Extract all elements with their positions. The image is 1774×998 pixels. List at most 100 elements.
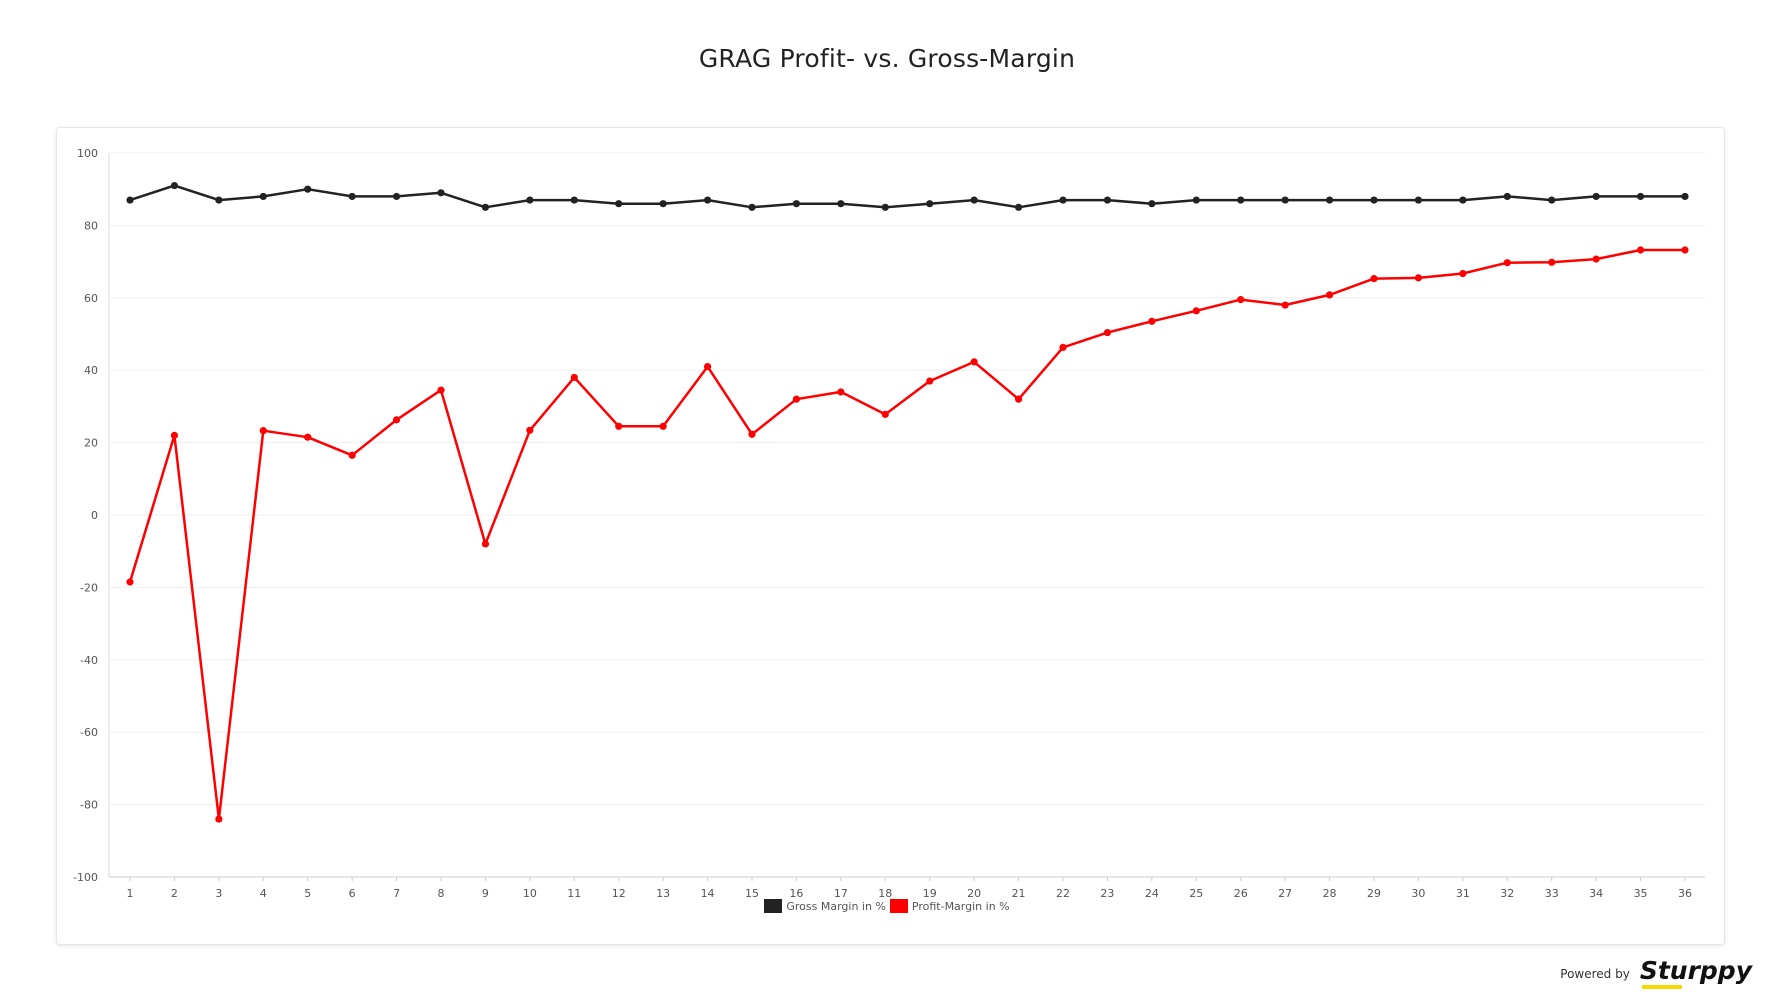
x-tick-label: 35	[1634, 887, 1648, 900]
series-line-profit-margin-in	[128, 248, 1685, 821]
data-point-profit-margin-in[interactable]	[1414, 274, 1423, 282]
data-point-gross-margin-in[interactable]	[481, 203, 490, 211]
data-point-gross-margin-in[interactable]	[615, 200, 623, 208]
x-tick-label: 25	[1189, 887, 1203, 900]
data-point-profit-margin-in[interactable]	[1192, 307, 1200, 315]
x-tick-label: 16	[789, 887, 803, 900]
data-point-gross-margin-in[interactable]	[437, 189, 445, 197]
data-point-profit-margin-in[interactable]	[215, 815, 223, 823]
data-point-profit-margin-in[interactable]	[1548, 258, 1556, 266]
data-point-gross-margin-in[interactable]	[1636, 192, 1645, 201]
data-point-gross-margin-in[interactable]	[970, 196, 978, 204]
data-point-profit-margin-in[interactable]	[1014, 395, 1023, 403]
data-point-gross-margin-in[interactable]	[1281, 196, 1289, 204]
x-tick-label: 5	[304, 887, 311, 900]
data-point-gross-margin-in[interactable]	[1681, 192, 1689, 201]
data-point-profit-margin-in[interactable]	[1148, 317, 1156, 325]
data-point-profit-margin-in[interactable]	[881, 410, 889, 418]
data-point-gross-margin-in[interactable]	[1548, 196, 1556, 204]
data-point-profit-margin-in[interactable]	[259, 427, 267, 435]
data-point-gross-margin-in[interactable]	[1459, 196, 1467, 204]
powered-by-text: Powered by	[1560, 966, 1630, 981]
data-point-gross-margin-in[interactable]	[659, 200, 667, 208]
legend-swatch-gross-margin	[764, 899, 783, 913]
data-point-profit-margin-in[interactable]	[970, 358, 978, 366]
data-point-gross-margin-in[interactable]	[392, 192, 401, 201]
data-point-profit-margin-in[interactable]	[1636, 246, 1645, 254]
data-point-gross-margin-in[interactable]	[570, 196, 578, 204]
data-point-profit-margin-in[interactable]	[437, 386, 445, 394]
data-point-gross-margin-in[interactable]	[703, 196, 712, 204]
data-point-gross-margin-in[interactable]	[748, 203, 756, 211]
data-point-gross-margin-in[interactable]	[526, 196, 534, 204]
data-point-gross-margin-in[interactable]	[1592, 192, 1600, 201]
data-point-profit-margin-in[interactable]	[1325, 291, 1334, 299]
data-point-gross-margin-in[interactable]	[1103, 196, 1112, 204]
data-point-profit-margin-in[interactable]	[392, 416, 401, 424]
data-point-profit-margin-in[interactable]	[526, 426, 534, 434]
data-point-profit-margin-in[interactable]	[926, 377, 934, 385]
data-point-profit-margin-in[interactable]	[348, 451, 356, 459]
data-point-profit-margin-in[interactable]	[1370, 275, 1378, 283]
data-point-gross-margin-in[interactable]	[1370, 196, 1378, 204]
data-point-profit-margin-in[interactable]	[1103, 328, 1112, 337]
data-point-gross-margin-in[interactable]	[215, 196, 223, 204]
data-point-profit-margin-in[interactable]	[1459, 269, 1467, 278]
data-point-profit-margin-in[interactable]	[1237, 296, 1245, 304]
data-point-profit-margin-in[interactable]	[1281, 301, 1289, 309]
legend: Gross Margin in % Profit-Margin in %	[0, 899, 1774, 913]
data-point-gross-margin-in[interactable]	[1503, 192, 1511, 201]
data-point-gross-margin-in[interactable]	[1192, 196, 1200, 204]
x-tick-label: 12	[612, 887, 626, 900]
data-point-gross-margin-in[interactable]	[126, 196, 134, 204]
legend-item-profit-margin[interactable]: Profit-Margin in %	[889, 899, 1010, 913]
data-point-gross-margin-in[interactable]	[1059, 196, 1067, 204]
data-point-profit-margin-in[interactable]	[1503, 259, 1511, 267]
data-point-gross-margin-in[interactable]	[348, 192, 356, 201]
data-point-gross-margin-in[interactable]	[304, 185, 312, 193]
x-tick-label: 11	[567, 887, 581, 900]
data-point-gross-margin-in[interactable]	[1325, 196, 1334, 204]
data-point-profit-margin-in[interactable]	[126, 578, 134, 586]
x-tick-label: 36	[1678, 887, 1692, 900]
data-point-gross-margin-in[interactable]	[259, 192, 267, 201]
data-point-gross-margin-in[interactable]	[170, 181, 179, 190]
x-tick-label: 22	[1056, 887, 1070, 900]
data-point-gross-margin-in[interactable]	[1237, 196, 1245, 204]
data-point-gross-margin-in[interactable]	[837, 200, 845, 208]
data-point-profit-margin-in[interactable]	[837, 388, 845, 396]
data-point-profit-margin-in[interactable]	[792, 395, 801, 403]
data-point-profit-margin-in[interactable]	[481, 540, 490, 548]
data-point-profit-margin-in[interactable]	[748, 430, 756, 438]
data-point-gross-margin-in[interactable]	[792, 200, 801, 208]
data-point-profit-margin-in[interactable]	[1681, 246, 1689, 254]
data-point-gross-margin-in[interactable]	[926, 200, 934, 208]
data-point-profit-margin-in[interactable]	[1059, 343, 1067, 351]
data-point-profit-margin-in[interactable]	[570, 373, 578, 382]
data-point-gross-margin-in[interactable]	[881, 203, 889, 211]
x-tick-label: 29	[1367, 887, 1381, 900]
x-tick-label: 32	[1500, 887, 1514, 900]
data-point-gross-margin-in[interactable]	[1148, 200, 1156, 208]
data-point-profit-margin-in[interactable]	[304, 433, 312, 441]
y-tick-label: 20	[84, 437, 98, 450]
x-tick-label: 6	[349, 887, 356, 900]
x-tick-label: 19	[923, 887, 937, 900]
legend-item-gross-margin[interactable]: Gross Margin in %	[764, 899, 886, 913]
data-point-gross-margin-in[interactable]	[1014, 203, 1023, 211]
data-point-profit-margin-in[interactable]	[170, 431, 179, 439]
x-tick-label: 15	[745, 887, 759, 900]
chart-card	[56, 127, 1725, 945]
data-point-profit-margin-in[interactable]	[1592, 255, 1600, 263]
data-point-profit-margin-in[interactable]	[659, 422, 667, 430]
data-point-profit-margin-in[interactable]	[615, 422, 623, 430]
x-tick-label: 26	[1234, 887, 1248, 900]
x-tick-label: 30	[1411, 887, 1425, 900]
data-point-profit-margin-in[interactable]	[703, 362, 712, 371]
data-point-gross-margin-in[interactable]	[1414, 196, 1423, 204]
y-tick-label: -20	[80, 581, 98, 594]
legend-swatch-profit-margin	[889, 899, 908, 913]
y-tick-label: -100	[73, 871, 98, 884]
sturppy-logo[interactable]: Sturppy	[1640, 958, 1752, 989]
y-axis-ticks: 100 80 60 40 20 0 -20 -40 -60 -80 -100	[73, 147, 98, 884]
